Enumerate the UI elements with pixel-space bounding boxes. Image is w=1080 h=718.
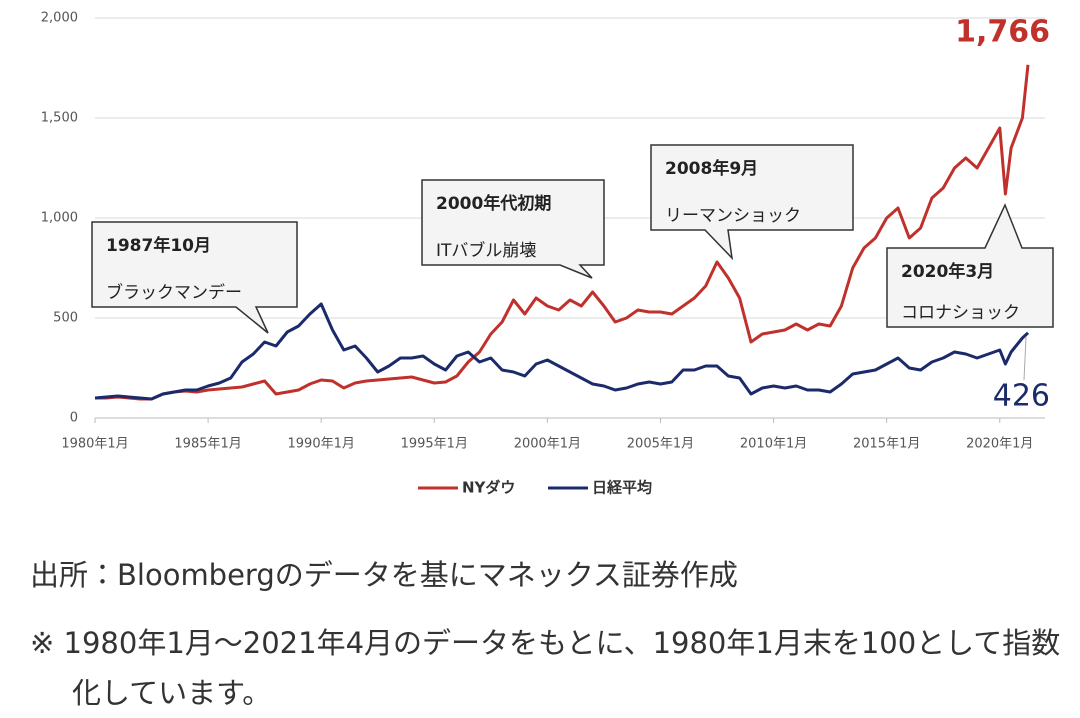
data-label: 426: [993, 379, 1050, 414]
callout-text: リーマンショック: [665, 206, 801, 226]
y-tick-label: 1,000: [41, 211, 78, 226]
legend-label: 日経平均: [592, 479, 652, 497]
series-line: [94, 302, 1030, 401]
y-tick-label: 2,000: [41, 11, 78, 26]
x-tick-label: 2015年1月: [853, 437, 920, 452]
x-tick-label: 1980年1月: [61, 437, 128, 452]
footnote: ※ 1980年1月〜2021年4月のデータをもとに、1980年1月末を100とし…: [30, 626, 1061, 710]
y-tick-label: 0: [70, 411, 78, 426]
y-tick-label: 1,500: [41, 111, 78, 126]
x-tick-label: 2000年1月: [514, 437, 581, 452]
x-tick-label: 1990年1月: [288, 437, 355, 452]
callout-text: コロナショック: [901, 303, 1020, 323]
callout-text: ブラックマンデー: [106, 282, 242, 303]
x-tick-label: 1995年1月: [401, 437, 468, 452]
callout-box: [91, 221, 298, 334]
callout-text: ITバブル崩壊: [436, 240, 536, 261]
y-tick-label: 500: [53, 311, 78, 326]
callout-text: 2000年代初期: [436, 193, 551, 214]
chart: 0 500 1,000 1,500 2,000 1980年1月 1985年1月 1990年1月…: [41, 11, 1054, 497]
callout-text: 2020年3月: [901, 261, 994, 282]
label-leader: [1023, 336, 1027, 381]
x-tick-label: 2005年1月: [627, 437, 694, 452]
data-label: 1,766: [955, 15, 1050, 50]
callout-box: [650, 144, 854, 261]
x-tick-label: 2010年1月: [740, 437, 807, 452]
callout-box: [421, 179, 605, 279]
x-tick-label: 1985年1月: [174, 437, 241, 452]
callout-text: 1987年10月: [106, 235, 211, 256]
series-line: [95, 64, 1030, 401]
x-tick-label: 2020年1月: [966, 437, 1033, 452]
callout-text: 2008年9月: [665, 158, 758, 179]
legend-label: NYダウ: [462, 479, 515, 497]
source-note: 出所：Bloombergのデータを基にマネックス証券作成: [30, 558, 738, 592]
callout-box: [886, 203, 1054, 328]
